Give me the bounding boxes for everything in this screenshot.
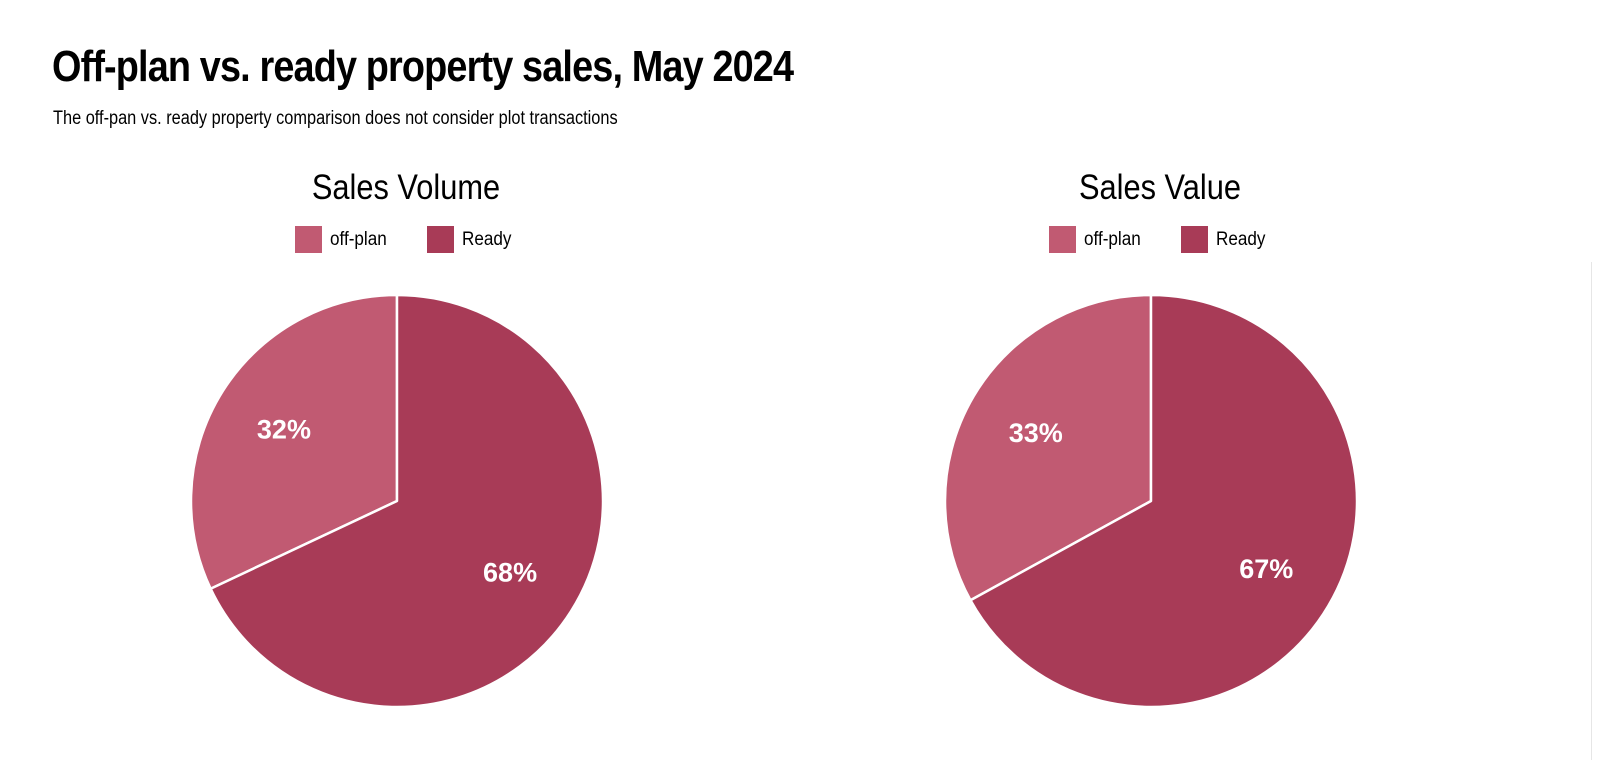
legend-label-off-plan: off-plan bbox=[1084, 228, 1141, 250]
legend-item-ready: Ready bbox=[427, 226, 517, 253]
legend-label-off-plan: off-plan bbox=[330, 228, 387, 250]
chart-legend: off-plan Ready bbox=[56, 226, 756, 253]
sales-value-chart: Sales Value off-plan Ready 33% 67% bbox=[810, 160, 1510, 760]
legend-item-ready: Ready bbox=[1181, 226, 1271, 253]
chart-title: Sales Value bbox=[1078, 168, 1242, 207]
pie-slice-off-plan bbox=[943, 293, 1153, 602]
slice-label-ready: 68% bbox=[483, 558, 537, 588]
pie-slice-off-plan bbox=[189, 293, 399, 590]
sales-volume-chart: Sales Volume off-plan Ready 32% 68% bbox=[56, 160, 756, 760]
divider bbox=[1591, 262, 1592, 760]
legend-swatch-ready bbox=[427, 226, 455, 253]
legend-swatch-ready bbox=[1181, 226, 1209, 253]
pie-chart: 33% 67% bbox=[943, 293, 1359, 709]
slice-label-ready: 67% bbox=[1239, 554, 1293, 584]
legend-item-off-plan: off-plan bbox=[295, 226, 393, 253]
legend-swatch-off-plan bbox=[1049, 226, 1077, 253]
chart-title: Sales Volume bbox=[311, 168, 501, 207]
pie-chart: 32% 68% bbox=[189, 293, 605, 709]
legend-label-ready: Ready bbox=[462, 228, 512, 250]
chart-legend: off-plan Ready bbox=[810, 226, 1510, 253]
page-subtitle: The off-pan vs. ready property compariso… bbox=[53, 108, 618, 129]
slice-label-off-plan: 32% bbox=[257, 414, 311, 444]
pie-slice-ready bbox=[969, 293, 1359, 709]
pie-slice-ready bbox=[209, 293, 605, 709]
legend-swatch-off-plan bbox=[295, 226, 323, 253]
legend-label-ready: Ready bbox=[1216, 228, 1266, 250]
legend-item-off-plan: off-plan bbox=[1049, 226, 1147, 253]
page-title: Off-plan vs. ready property sales, May 2… bbox=[52, 42, 794, 91]
slice-label-off-plan: 33% bbox=[1009, 418, 1063, 448]
